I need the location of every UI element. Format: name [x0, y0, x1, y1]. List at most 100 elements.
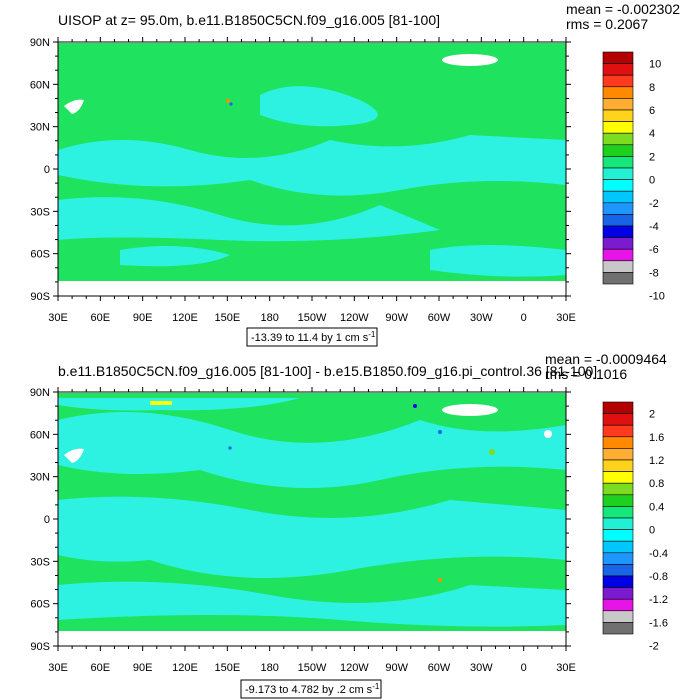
y-tick-label: 60S — [30, 249, 50, 261]
negative-anomaly-spot — [413, 404, 417, 408]
panel-title: UISOP at z= 95.0m, b.e11.B1850C5CN.f09_g… — [58, 12, 440, 28]
x-tick-label: 120W — [340, 662, 369, 674]
x-tick-label: 120W — [340, 312, 369, 324]
y-tick-label: 0 — [44, 514, 50, 526]
colorbar-label: 10 — [649, 59, 661, 71]
y-axis: 90N 60N 30N 0 30S 60S 90S — [30, 37, 571, 303]
colorbar-label: -2 — [649, 641, 659, 653]
range-note-text: -9.173 to 4.782 by .2 cm s — [245, 684, 373, 696]
svg-text:-9.173 to 4.782 by .2 cm s-1: -9.173 to 4.782 by .2 cm s-1 — [245, 682, 380, 696]
colorbar-swatch — [602, 260, 634, 273]
y-tick-label: 30N — [30, 122, 50, 134]
panel-top: UISOP at z= 95.0m, b.e11.B1850C5CN.f09_g… — [30, 1, 680, 347]
colorbar-swatch — [602, 424, 634, 438]
colorbar-label: 1.6 — [649, 432, 664, 444]
colorbar-label: 4 — [649, 128, 655, 140]
y-tick-label: 30S — [30, 206, 50, 218]
colorbar-label: -8 — [649, 267, 659, 279]
positive-anomaly-spot — [226, 99, 230, 103]
x-tick-label: 90E — [133, 312, 153, 324]
colorbar-swatch — [602, 167, 634, 180]
colorbar-label: 0 — [649, 175, 655, 187]
north-pacific-patch — [260, 86, 378, 127]
x-tick-label: 30W — [470, 662, 493, 674]
colorbar-swatch — [602, 610, 634, 623]
colorbar-swatch — [602, 552, 634, 565]
colorbar-swatch — [602, 436, 634, 449]
colorbar-label: 6 — [649, 105, 655, 117]
positive-anomaly-strip — [150, 401, 172, 405]
colorbar-label: -0.8 — [649, 571, 668, 583]
colorbar-label: -2 — [649, 198, 659, 210]
colorbar: 10 8 6 4 2 0 -2 -4 -6 -8 -10 — [602, 51, 665, 303]
range-note: -13.39 to 11.4 by 1 cm s-1 — [246, 327, 378, 347]
map-field — [57, 391, 567, 647]
colorbar-label: -4 — [649, 221, 659, 233]
colorbar-label: -10 — [649, 291, 665, 303]
colorbar-label: 0 — [649, 525, 655, 537]
colorbar-swatch — [602, 144, 634, 157]
x-tick-label: 60W — [428, 662, 451, 674]
range-note-exponent: -1 — [368, 330, 376, 339]
antarctic-mask — [58, 281, 566, 296]
range-note: -9.173 to 4.782 by .2 cm s-1 — [240, 679, 382, 699]
range-note-box — [246, 327, 378, 347]
colorbar-swatch — [602, 63, 634, 76]
colorbar-label: -6 — [649, 244, 659, 256]
y-tick-label: 30S — [30, 556, 50, 568]
southern-atlantic-patch — [430, 245, 566, 277]
x-tick-label: 60E — [91, 662, 111, 674]
colorbar-swatch — [602, 190, 634, 204]
colorbar-swatch — [602, 529, 634, 542]
colorbar-label: 0.4 — [649, 501, 664, 513]
colorbar-label: 1.2 — [649, 455, 664, 467]
x-tick-label: 0 — [521, 662, 527, 674]
colorbar-label: -1.2 — [649, 594, 668, 606]
colorbar-swatch — [602, 401, 634, 414]
colorbar-swatch — [602, 506, 634, 519]
x-tick-label: 150W — [298, 662, 327, 674]
low-negative-regions — [58, 86, 566, 277]
svg-text:-13.39 to 11.4 by 1 cm s-1: -13.39 to 11.4 by 1 cm s-1 — [251, 330, 376, 344]
colorbar: 2 1.6 1.2 0.8 0.4 0 -0.4 -0.8 -1.2 -1.6 -2 — [602, 401, 668, 653]
colorbar-label: 8 — [649, 82, 655, 94]
southern-band — [58, 581, 566, 627]
colorbar-swatch — [602, 202, 634, 215]
colorbar-swatch — [602, 471, 634, 484]
x-tick-label: 30E — [48, 312, 68, 324]
colorbar-swatch — [602, 51, 634, 64]
colorbar-swatch — [602, 575, 634, 588]
colorbar-swatch — [602, 494, 634, 507]
x-tick-label: 60W — [428, 312, 451, 324]
colorbar-label: 2 — [649, 409, 655, 421]
colorbar-swatch — [602, 517, 634, 530]
x-tick-label: 30E — [556, 312, 576, 324]
greenland-mask — [442, 404, 498, 416]
negative-anomaly-spot — [438, 430, 442, 434]
mean-stat: mean = -0.0009464 — [545, 351, 667, 367]
range-note-exponent: -1 — [372, 682, 380, 691]
colorbar-swatch — [602, 156, 634, 169]
x-tick-label: 180 — [260, 662, 278, 674]
colorbar-swatch — [602, 622, 634, 635]
colorbar-swatch — [602, 237, 634, 250]
negative-anomaly-spot — [228, 446, 232, 450]
colorbar-swatch — [602, 132, 634, 146]
colorbar-swatch — [602, 248, 634, 262]
x-tick-label: 30W — [470, 312, 493, 324]
positive-anomaly-spot — [489, 449, 495, 455]
range-note-box — [240, 679, 382, 699]
y-axis: 90N 60N 30N 0 30S 60S 90S — [30, 387, 571, 653]
y-tick-label: 90N — [30, 37, 50, 49]
x-tick-label: 90E — [133, 662, 153, 674]
x-tick-label: 180 — [260, 312, 278, 324]
y-tick-label: 60S — [30, 599, 50, 611]
colorbar-swatch — [602, 272, 634, 285]
antarctic-mask — [58, 631, 566, 646]
greenland-mask — [442, 54, 498, 66]
x-tick-label: 90W — [385, 312, 408, 324]
colorbar-swatch — [602, 448, 634, 461]
land-mask-west — [64, 99, 84, 114]
land-mask-west — [64, 448, 84, 463]
